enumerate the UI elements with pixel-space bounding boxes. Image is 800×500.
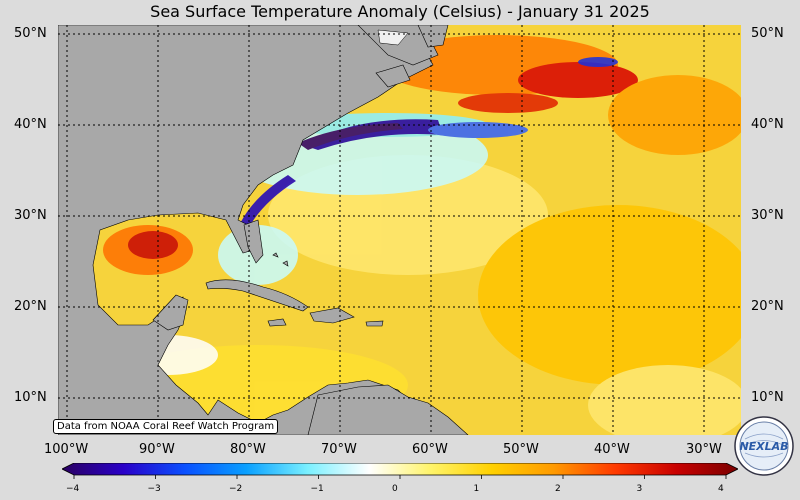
colorbar-tick-label: −2 xyxy=(229,484,243,494)
colorbar-tick-label: 4 xyxy=(718,484,724,494)
lat-label-left: 40°N xyxy=(14,117,47,132)
puerto-rico xyxy=(365,320,384,327)
cuba xyxy=(205,279,309,312)
lat-label-right: 30°N xyxy=(751,208,784,223)
yucatan xyxy=(152,294,189,331)
lon-label: 80°W xyxy=(230,442,266,457)
colorbar-tick-label: 2 xyxy=(555,484,561,494)
lat-label-left: 30°N xyxy=(14,208,47,223)
map-panel xyxy=(58,25,741,435)
map-graphic xyxy=(58,25,741,435)
lat-label-left: 50°N xyxy=(14,26,47,41)
lon-label: 40°W xyxy=(594,442,630,457)
colorbar-tick-label: 1 xyxy=(473,484,480,494)
colorbar-tick-label: 3 xyxy=(636,484,643,494)
logo-text: NEXLAB xyxy=(739,440,788,453)
colorbar-gradient xyxy=(62,463,738,476)
lat-label-right: 10°N xyxy=(751,390,784,405)
lon-label: 70°W xyxy=(321,442,357,457)
lat-label-right: 20°N xyxy=(751,299,784,314)
lon-label: 100°W xyxy=(44,442,89,457)
data-credit: Data from NOAA Coral Reef Watch Program xyxy=(53,419,279,434)
colorbar-tick-label: −1 xyxy=(310,484,324,494)
colorbar-tick-label: 0 xyxy=(392,484,398,494)
lat-label-left: 10°N xyxy=(14,390,47,405)
hispaniola xyxy=(309,307,355,324)
nova-scotia xyxy=(375,64,411,88)
bahamas xyxy=(272,252,289,267)
colorbar-tick-marks xyxy=(73,475,727,479)
lon-label: 60°W xyxy=(412,442,448,457)
colorbar-tick-label: −3 xyxy=(147,484,161,494)
sea-ice xyxy=(377,29,409,46)
colorbar-tick-label: −4 xyxy=(66,484,80,494)
lat-label-left: 20°N xyxy=(14,299,47,314)
jamaica xyxy=(267,318,287,327)
lon-label: 30°W xyxy=(686,442,722,457)
lat-label-right: 40°N xyxy=(751,117,784,132)
nexlab-globe-logo: NEXLAB xyxy=(734,416,794,476)
lon-label: 50°W xyxy=(503,442,539,457)
lon-label: 90°W xyxy=(139,442,175,457)
colorbar xyxy=(62,463,738,479)
page-title: Sea Surface Temperature Anomaly (Celsius… xyxy=(150,2,650,21)
lat-label-right: 50°N xyxy=(751,26,784,41)
greenland-edge xyxy=(417,25,449,48)
graticule xyxy=(58,25,741,435)
